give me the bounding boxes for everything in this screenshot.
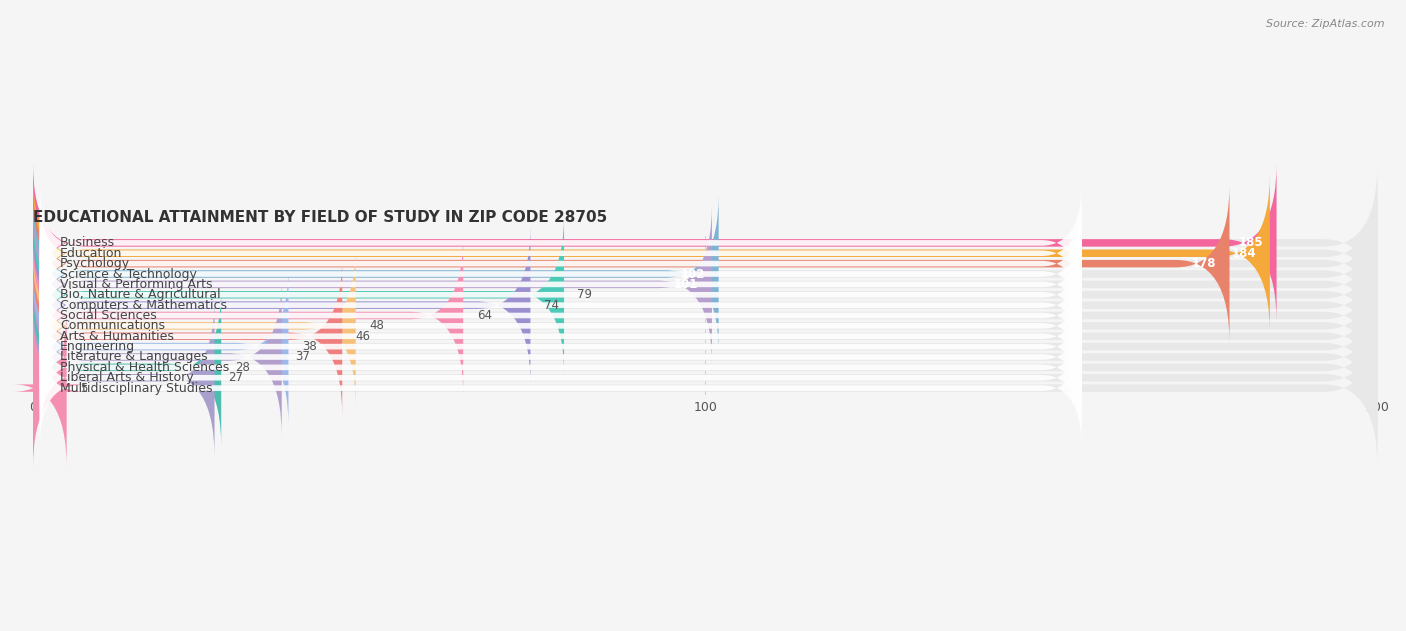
Text: 101: 101	[673, 278, 699, 291]
FancyBboxPatch shape	[39, 184, 1081, 302]
FancyBboxPatch shape	[39, 235, 1081, 354]
Text: Communications: Communications	[60, 319, 165, 333]
FancyBboxPatch shape	[32, 163, 1378, 322]
Text: Computers & Mathematics: Computers & Mathematics	[60, 298, 226, 312]
FancyBboxPatch shape	[32, 247, 1378, 405]
Text: 79: 79	[578, 288, 592, 301]
Text: EDUCATIONAL ATTAINMENT BY FIELD OF STUDY IN ZIP CODE 28705: EDUCATIONAL ATTAINMENT BY FIELD OF STUDY…	[32, 209, 607, 225]
FancyBboxPatch shape	[32, 226, 1378, 384]
FancyBboxPatch shape	[32, 205, 1378, 363]
FancyBboxPatch shape	[32, 278, 281, 436]
FancyBboxPatch shape	[32, 268, 1378, 426]
FancyBboxPatch shape	[32, 309, 1378, 468]
FancyBboxPatch shape	[32, 298, 215, 457]
FancyBboxPatch shape	[32, 247, 356, 405]
Text: Psychology: Psychology	[60, 257, 129, 270]
FancyBboxPatch shape	[39, 266, 1081, 386]
FancyBboxPatch shape	[32, 257, 342, 415]
FancyBboxPatch shape	[32, 195, 1378, 353]
Text: 48: 48	[370, 319, 384, 333]
FancyBboxPatch shape	[32, 268, 288, 426]
Text: Arts & Humanities: Arts & Humanities	[60, 330, 174, 343]
FancyBboxPatch shape	[32, 205, 711, 363]
FancyBboxPatch shape	[32, 236, 463, 395]
FancyBboxPatch shape	[13, 309, 87, 468]
FancyBboxPatch shape	[32, 174, 1378, 333]
FancyBboxPatch shape	[39, 329, 1081, 447]
FancyBboxPatch shape	[39, 204, 1081, 323]
Text: 27: 27	[228, 371, 243, 384]
FancyBboxPatch shape	[39, 308, 1081, 427]
FancyBboxPatch shape	[39, 256, 1081, 375]
Text: 38: 38	[302, 340, 316, 353]
Text: 184: 184	[1232, 247, 1257, 260]
Text: 64: 64	[477, 309, 492, 322]
FancyBboxPatch shape	[32, 236, 1378, 395]
FancyBboxPatch shape	[32, 288, 221, 447]
FancyBboxPatch shape	[32, 184, 1378, 343]
FancyBboxPatch shape	[32, 257, 1378, 415]
FancyBboxPatch shape	[39, 298, 1081, 416]
Text: 185: 185	[1239, 237, 1263, 249]
Text: Science & Technology: Science & Technology	[60, 268, 197, 281]
FancyBboxPatch shape	[39, 277, 1081, 396]
Text: 178: 178	[1191, 257, 1216, 270]
FancyBboxPatch shape	[32, 278, 1378, 436]
Text: Physical & Health Sciences: Physical & Health Sciences	[60, 361, 229, 374]
Text: Social Sciences: Social Sciences	[60, 309, 156, 322]
FancyBboxPatch shape	[39, 225, 1081, 344]
FancyBboxPatch shape	[32, 226, 530, 384]
FancyBboxPatch shape	[32, 174, 1270, 333]
FancyBboxPatch shape	[39, 318, 1081, 437]
Text: 5: 5	[80, 382, 87, 394]
FancyBboxPatch shape	[32, 288, 1378, 447]
Text: Education: Education	[60, 247, 122, 260]
Text: 102: 102	[681, 268, 706, 281]
Text: Visual & Performing Arts: Visual & Performing Arts	[60, 278, 212, 291]
FancyBboxPatch shape	[32, 216, 564, 374]
FancyBboxPatch shape	[39, 287, 1081, 406]
Text: 37: 37	[295, 350, 311, 363]
Text: 74: 74	[544, 298, 558, 312]
FancyBboxPatch shape	[32, 195, 718, 353]
Text: Bio, Nature & Agricultural: Bio, Nature & Agricultural	[60, 288, 221, 301]
Text: 28: 28	[235, 361, 249, 374]
FancyBboxPatch shape	[32, 184, 1229, 343]
FancyBboxPatch shape	[32, 163, 1277, 322]
FancyBboxPatch shape	[39, 215, 1081, 333]
Text: Multidisciplinary Studies: Multidisciplinary Studies	[60, 382, 212, 394]
FancyBboxPatch shape	[39, 194, 1081, 313]
Text: Liberal Arts & History: Liberal Arts & History	[60, 371, 194, 384]
Text: Engineering: Engineering	[60, 340, 135, 353]
FancyBboxPatch shape	[32, 216, 1378, 374]
FancyBboxPatch shape	[39, 245, 1081, 365]
FancyBboxPatch shape	[32, 298, 1378, 457]
Text: Business: Business	[60, 237, 115, 249]
Text: Literature & Languages: Literature & Languages	[60, 350, 208, 363]
Text: Source: ZipAtlas.com: Source: ZipAtlas.com	[1267, 19, 1385, 29]
Text: 46: 46	[356, 330, 371, 343]
